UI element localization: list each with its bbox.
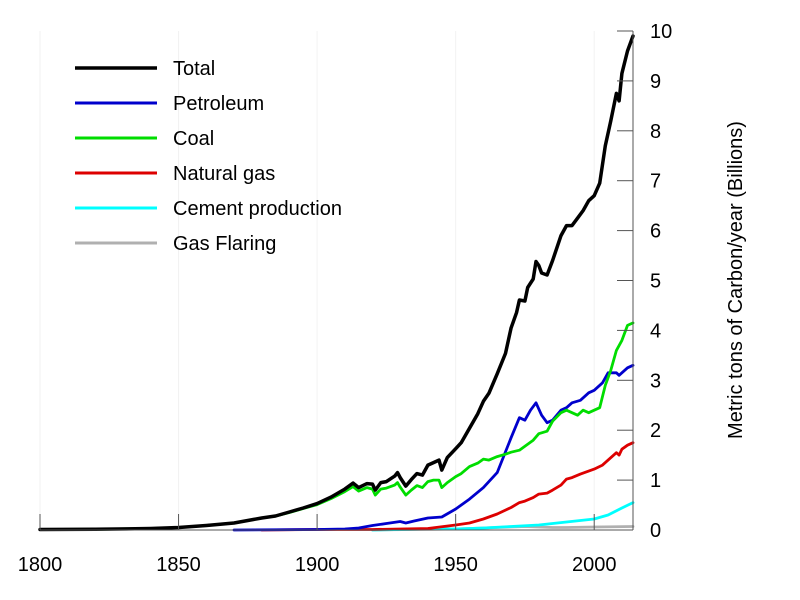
x-tick-label: 1950 (433, 554, 478, 576)
y-tick-label: 2 (650, 420, 661, 442)
y-tick-label: 4 (650, 320, 661, 342)
y-tick-label: 5 (650, 271, 661, 293)
legend: Total Petroleum Coal Natural gas Cement prod… (75, 58, 342, 255)
y-tick-label: 8 (650, 121, 661, 143)
y-tick-label: 6 (650, 221, 661, 243)
legend-label: Coal (173, 128, 214, 150)
series-line-petroleum (232, 363, 635, 532)
x-tick-label: 1900 (295, 554, 340, 576)
legend-label: Total (173, 58, 215, 80)
legend-label: Petroleum (173, 93, 264, 115)
y-tick-label: 10 (650, 21, 672, 43)
legend-label: Cement production (173, 198, 342, 220)
x-tick-label: 1800 (18, 554, 63, 576)
y-tick-label: 9 (650, 71, 661, 93)
axis-layer: 1800 1850 1900 1950 2000 0 1 2 3 4 5 6 7 8 9 10 (18, 21, 673, 576)
y-axis-title: Metric tons of Carbon/year (Billions) (725, 121, 747, 439)
y-tick-label: 7 (650, 171, 661, 193)
x-tick-label: 1850 (156, 554, 201, 576)
series-layer (38, 34, 635, 532)
y-tick-label: 0 (650, 520, 661, 542)
legend-label: Gas Flaring (173, 233, 276, 255)
y-tick-label: 1 (650, 470, 661, 492)
y-tick-label: 3 (650, 370, 661, 392)
x-tick-label: 2000 (572, 554, 617, 576)
series-line-natural-gas (260, 441, 635, 532)
series-line-total (38, 34, 635, 532)
legend-label: Natural gas (173, 163, 275, 185)
